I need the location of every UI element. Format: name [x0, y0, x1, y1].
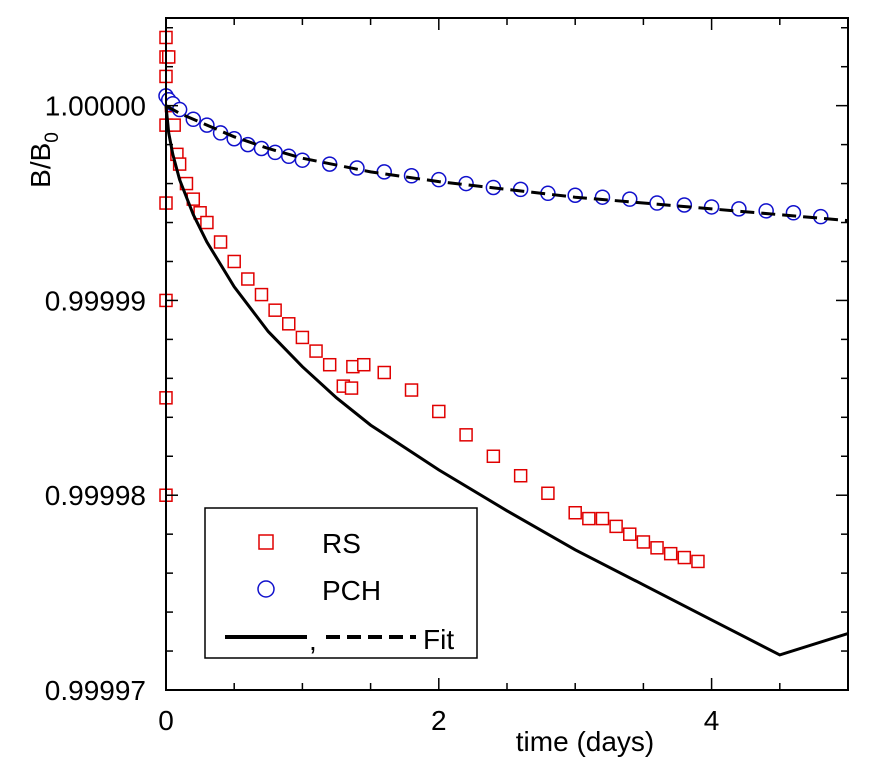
rs-point	[691, 554, 705, 569]
y-axis-title-main: B/B	[25, 143, 56, 188]
fit-line-rs	[164, 105, 849, 657]
pch-point	[567, 187, 583, 204]
rs-point	[322, 357, 337, 372]
rs-point	[663, 546, 678, 561]
legend-rs-marker	[258, 534, 274, 550]
pch-point	[731, 201, 747, 217]
rs-point	[650, 541, 664, 555]
pch-series	[158, 88, 829, 225]
pch-point	[703, 199, 720, 215]
x-tick-label: 2	[431, 705, 447, 736]
rs-point	[268, 303, 282, 317]
rs-point	[513, 468, 528, 483]
rs-point	[200, 215, 214, 230]
rs-point	[541, 486, 555, 501]
rs-point	[344, 381, 359, 395]
rs-point	[568, 505, 582, 520]
x-axis-title: time (days)	[516, 726, 654, 757]
x-tick-label: 0	[158, 705, 174, 736]
rs-point	[167, 118, 181, 132]
axis-ticks	[165, 18, 849, 691]
rs-point	[432, 404, 446, 419]
legend-pch-label: PCH	[322, 575, 381, 606]
x-tick-label: 4	[704, 705, 720, 736]
legend-fit-label: Fit	[423, 624, 454, 655]
rs-point	[609, 519, 623, 534]
rs-point	[282, 317, 296, 331]
rs-point	[677, 550, 692, 565]
pch-point	[594, 189, 611, 205]
legend-rs-label: RS	[322, 528, 361, 559]
rs-point	[161, 50, 176, 64]
rs-point	[254, 287, 269, 302]
rs-point	[213, 235, 228, 249]
rs-point	[357, 357, 371, 372]
rs-point	[459, 428, 473, 442]
y-axis-title: B/B0	[25, 132, 63, 188]
rs-series	[159, 30, 705, 569]
y-axis-title-subscript: 0	[42, 132, 63, 143]
rs-point	[227, 254, 241, 269]
pch-point	[758, 203, 774, 219]
y-tick-label: 0.99999	[45, 285, 146, 316]
rs-point	[636, 535, 651, 549]
legend-fit-separator: ,	[309, 625, 317, 656]
rs-point	[309, 344, 323, 358]
rs-point	[582, 511, 596, 526]
legend: RS PCH , Fit	[204, 507, 478, 659]
pch-point	[785, 205, 802, 221]
fit-line-pch	[165, 104, 849, 223]
legend-pch-marker	[257, 580, 275, 598]
y-tick-label: 0.99997	[45, 675, 146, 706]
rs-point	[404, 383, 419, 397]
pch-point	[676, 197, 693, 213]
y-tick-label: 0.99998	[45, 480, 146, 511]
rs-point	[241, 272, 255, 286]
pch-point	[376, 164, 392, 180]
rs-point	[595, 511, 610, 526]
rs-point	[377, 365, 391, 380]
y-tick-label: 1.00000	[45, 91, 146, 122]
rs-point	[486, 449, 501, 464]
axis-tick-labels: 0 2 4 0.99997 0.99998 0.99999 1.00000	[45, 91, 720, 736]
legend-box	[204, 507, 478, 659]
fit-lines	[164, 104, 849, 657]
rs-point	[295, 330, 310, 345]
rs-point	[623, 527, 637, 541]
svg-text:B/B0: B/B0	[25, 132, 63, 188]
pch-point	[622, 191, 638, 207]
